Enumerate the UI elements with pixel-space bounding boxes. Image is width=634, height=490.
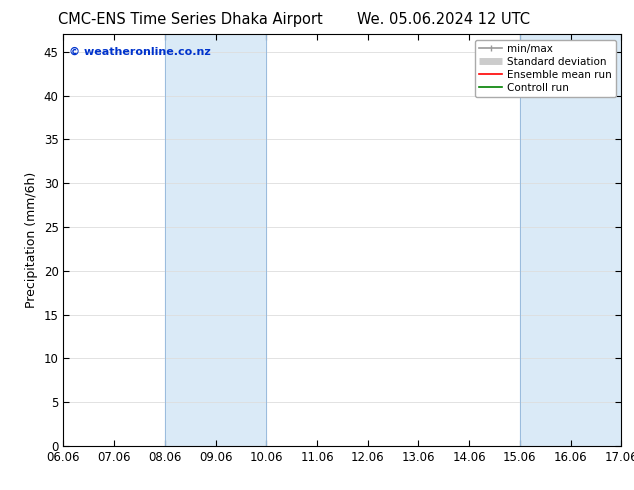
Text: © weatheronline.co.nz: © weatheronline.co.nz: [69, 47, 210, 57]
Y-axis label: Precipitation (mm/6h): Precipitation (mm/6h): [25, 172, 38, 308]
Text: We. 05.06.2024 12 UTC: We. 05.06.2024 12 UTC: [358, 12, 530, 27]
Text: CMC-ENS Time Series Dhaka Airport: CMC-ENS Time Series Dhaka Airport: [58, 12, 323, 27]
Bar: [165, 34, 266, 446]
Bar: [520, 34, 621, 446]
Legend: min/max, Standard deviation, Ensemble mean run, Controll run: min/max, Standard deviation, Ensemble me…: [475, 40, 616, 97]
